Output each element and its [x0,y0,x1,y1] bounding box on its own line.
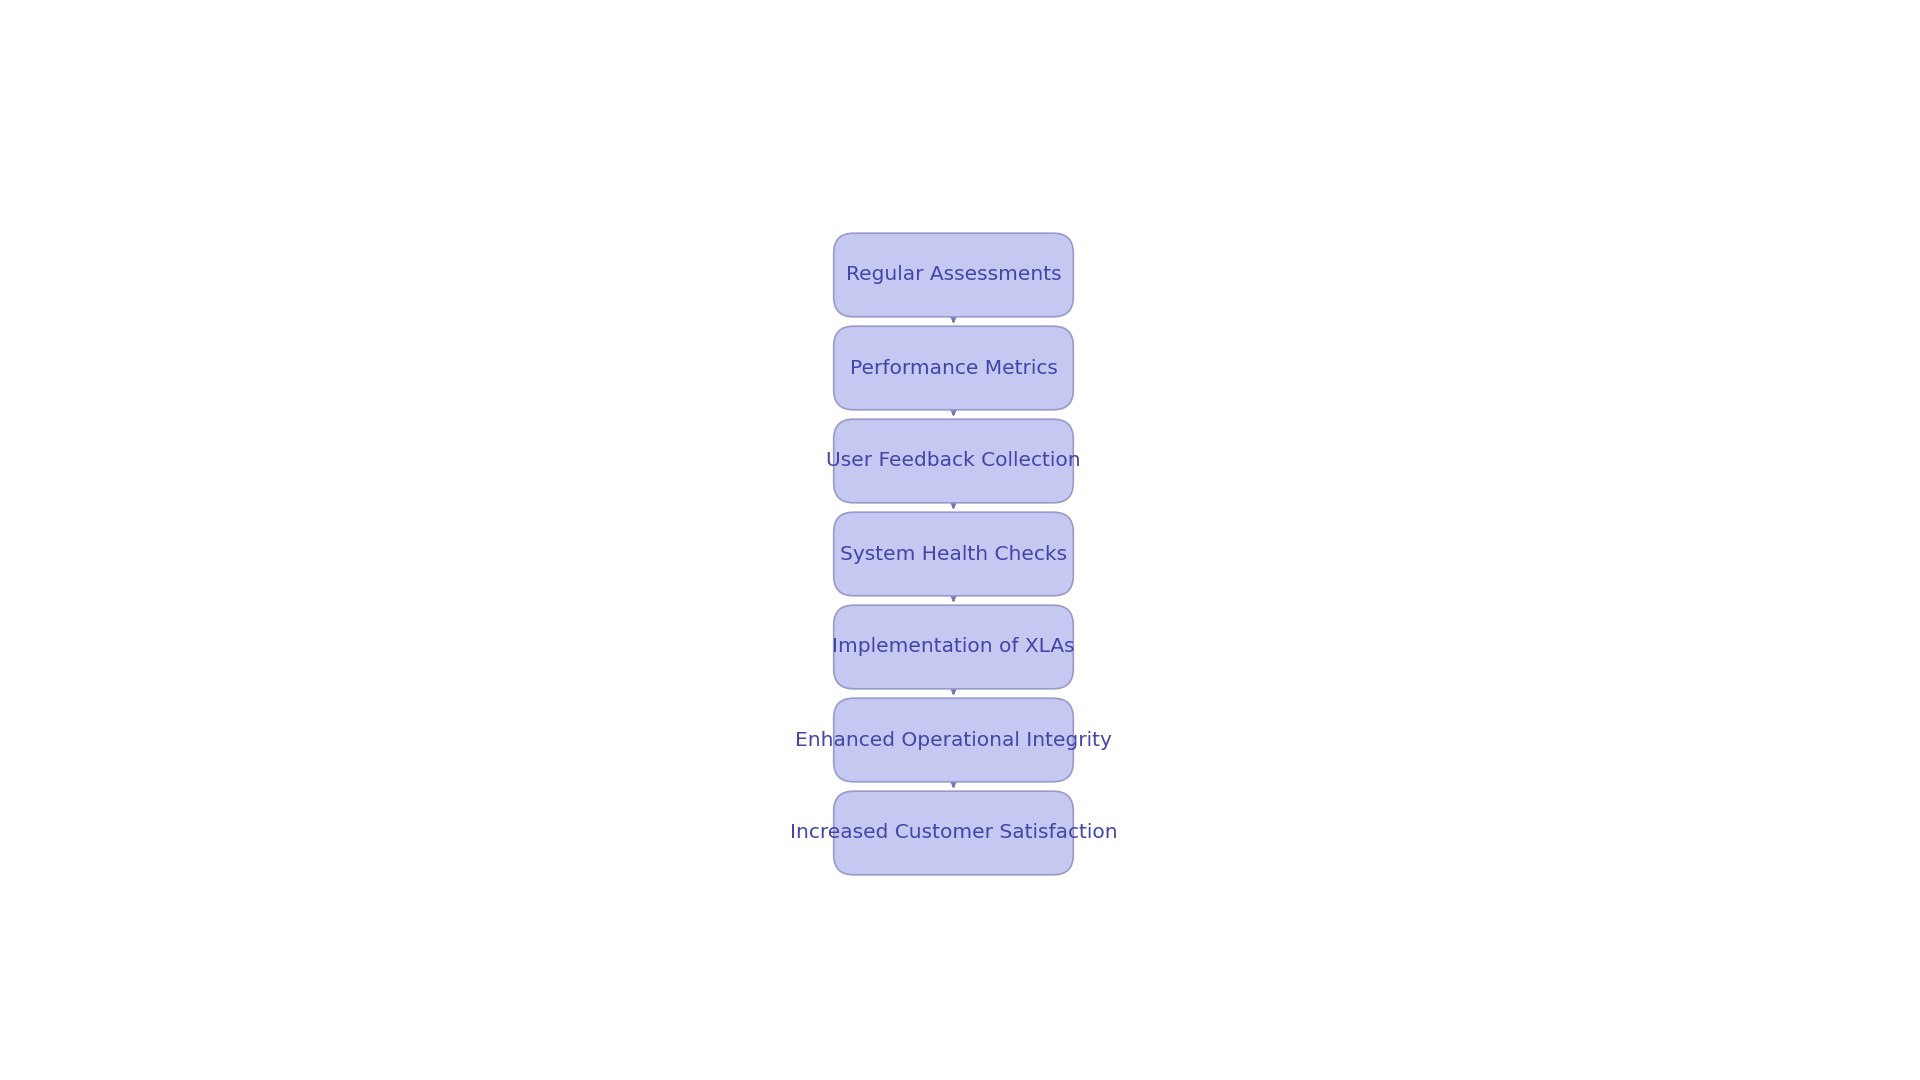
FancyBboxPatch shape [833,233,1073,316]
Text: Implementation of XLAs: Implementation of XLAs [831,637,1075,657]
Text: Enhanced Operational Integrity: Enhanced Operational Integrity [795,730,1112,750]
Text: System Health Checks: System Health Checks [839,544,1068,564]
Text: Increased Customer Satisfaction: Increased Customer Satisfaction [789,823,1117,842]
FancyBboxPatch shape [833,419,1073,503]
FancyBboxPatch shape [833,792,1073,875]
FancyBboxPatch shape [833,326,1073,409]
Text: Regular Assessments: Regular Assessments [845,266,1062,284]
Text: User Feedback Collection: User Feedback Collection [826,451,1081,471]
FancyBboxPatch shape [833,698,1073,782]
FancyBboxPatch shape [833,512,1073,596]
Text: Performance Metrics: Performance Metrics [849,359,1058,378]
FancyBboxPatch shape [833,605,1073,689]
